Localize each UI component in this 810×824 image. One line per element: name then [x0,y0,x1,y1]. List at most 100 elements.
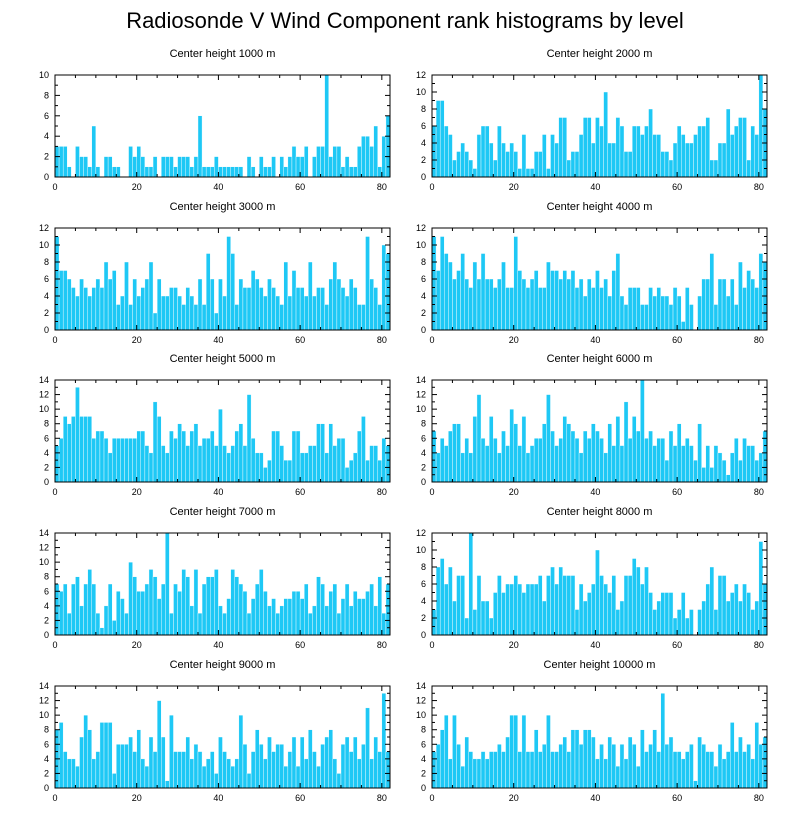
x-tick-label: 80 [754,487,764,497]
histogram-bar [75,765,80,789]
histogram-bar [136,430,141,483]
y-tick-label: 6 [44,433,49,443]
histogram-bar [95,612,101,636]
histogram-bar [328,729,334,789]
histogram-bar [558,744,563,789]
histogram-bar [525,583,531,636]
histogram-bar [308,445,313,483]
histogram-bar [103,605,109,636]
histogram-bar [332,583,338,636]
histogram-bar [533,270,539,331]
histogram-bar [324,304,329,331]
histogram-bar [336,612,342,636]
histogram-bar [214,569,219,636]
histogram-bar [607,423,612,483]
histogram-bar [361,135,366,178]
histogram-bar [578,744,584,789]
histogram-bar [517,751,523,789]
histogram-bar [431,751,437,789]
histogram-bar [99,627,105,636]
histogram-bar [725,751,731,789]
histogram-panel-6: Center height 6000 m 0 2 4 6 8 10 12 14 0 20 40 60 80 [416,353,768,497]
histogram-bar [746,744,751,789]
histogram-bar [353,736,358,789]
histogram-bar [324,605,329,636]
histogram-bar [697,295,702,331]
histogram-bar [562,416,568,483]
panel-title: Center height 10000 m [544,659,656,671]
histogram-bar [218,736,223,789]
histogram-bar [58,591,64,636]
histogram-bar [562,117,568,178]
histogram-panel-2: Center height 2000 m 0 2 4 6 8 10 12 0 20 40 60 80 [416,48,768,192]
y-tick-label: 10 [39,404,49,414]
histogram-bar [132,156,137,178]
histogram-bar [480,751,486,789]
histogram-bar [672,287,678,331]
histogram-bar [316,146,321,178]
histogram-bar [357,146,362,178]
histogram-bar [513,236,518,331]
histogram-bar [754,600,760,636]
histogram-bar [721,142,727,178]
histogram-bar [615,117,621,178]
histogram-bar [373,605,378,636]
histogram-bar [312,605,317,636]
histogram-bar [652,729,657,789]
histogram-bar [111,438,117,483]
histogram-bar [627,736,633,789]
histogram-bar [242,591,248,636]
histogram-bar [521,278,527,331]
y-tick-label: 8 [44,725,49,735]
histogram-bar [570,575,576,636]
histogram-bar [652,609,657,636]
histogram-bar [439,236,445,331]
histogram-bar [246,612,252,636]
histogram-bar [308,729,313,789]
histogram-bar [173,166,178,178]
histogram-bar [566,751,572,789]
histogram-bar [484,758,490,789]
y-tick-label: 10 [39,710,49,720]
x-tick-label: 0 [429,182,434,192]
histogram-bar [246,394,252,483]
y-tick-label: 8 [421,725,426,735]
histogram-bar [173,751,178,789]
histogram-bar [75,146,80,178]
histogram-bar [558,438,563,483]
histogram-bar [226,758,231,789]
histogram-bar [497,744,502,789]
histogram-bar [542,600,547,636]
histogram-bar [369,583,374,636]
histogram-bar [701,600,706,636]
histogram-bar [75,295,80,331]
histogram-bar [116,166,121,178]
histogram-bar [685,617,690,636]
histogram-bar [156,598,162,636]
histogram-bar [83,583,88,636]
histogram-bar [132,278,137,331]
histogram-bar [497,452,502,483]
histogram-bar [497,278,502,331]
histogram-bar [254,452,260,483]
panel-title: Center height 8000 m [547,506,653,518]
histogram-bar [336,773,342,789]
histogram-bar [631,416,637,483]
x-tick-label: 0 [429,640,434,650]
histogram-bar [705,278,711,331]
histogram-bar [189,758,195,789]
y-tick-label: 12 [416,528,426,538]
histogram-bar [71,583,76,636]
histogram-bar [452,423,457,483]
histogram-bar [91,758,97,789]
histogram-bar [460,452,465,483]
histogram-bar [373,736,378,789]
histogram-bar [67,758,72,789]
histogram-bar [226,166,231,178]
histogram-bar [570,430,576,483]
histogram-bar [546,714,551,789]
histogram-bar [324,452,329,483]
histogram-bar [738,261,743,331]
y-tick-label: 6 [44,586,49,596]
